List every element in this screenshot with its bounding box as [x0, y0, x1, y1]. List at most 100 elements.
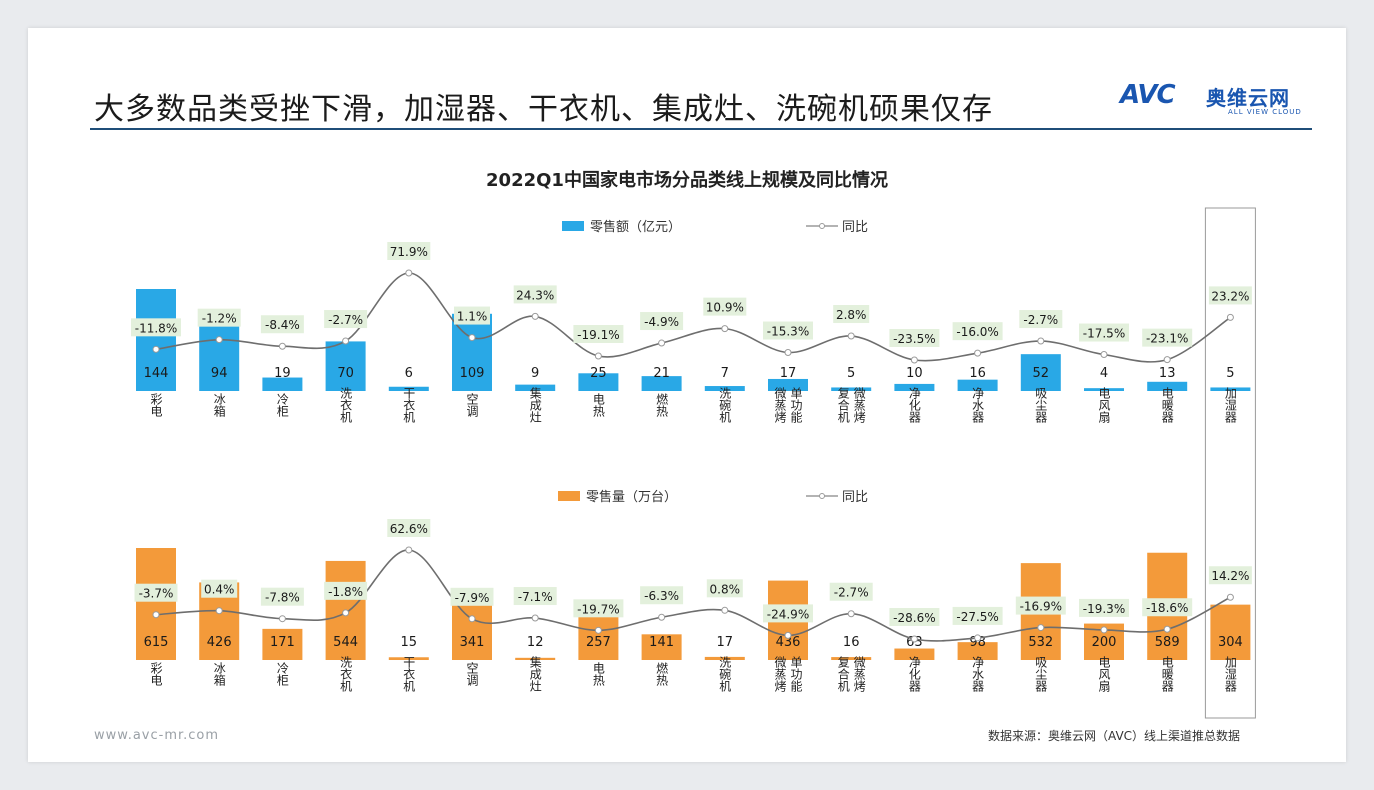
avc-logo: AVC 奥维云网 ALL VIEW CLOUD: [1120, 80, 1320, 120]
category-label: 吸尘器: [1034, 656, 1048, 693]
logo-cn-text: 奥维云网: [1206, 86, 1290, 110]
yoy-label: 62.6%: [390, 522, 428, 536]
bar-value-label: 341: [460, 635, 485, 650]
bar-value-label: 21: [653, 366, 670, 381]
yoy-label-bg: [763, 604, 813, 623]
yoy-label: 24.3%: [516, 288, 554, 302]
yoy-label-bg: [889, 329, 940, 347]
yoy-point: [594, 626, 602, 634]
yoy-label: -27.5%: [956, 610, 998, 624]
category-label: 电风扇: [1097, 656, 1111, 693]
category-label: 电暖器: [1160, 656, 1174, 693]
category-label: 单功能: [789, 656, 803, 692]
yoy-label: 10.9%: [706, 301, 744, 315]
bar-value-label: 52: [1033, 366, 1050, 381]
yoy-label-bg: [640, 312, 684, 331]
bar-value-label: 141: [649, 635, 674, 650]
bar: [262, 628, 303, 660]
category-label: 冷柜: [275, 393, 289, 417]
category-label: 吸尘器: [1034, 387, 1048, 424]
bar-value-label: 5: [1226, 366, 1234, 381]
yoy-label: -6.3%: [644, 589, 679, 603]
bar-value-label: 16: [843, 635, 860, 650]
yoy-line: [155, 272, 1231, 363]
yoy-label-bg: [1142, 328, 1193, 347]
chart-title: 2022Q1中国家电市场分品类线上规模及同比情况: [486, 170, 888, 191]
category-label: 复合机: [836, 387, 850, 423]
yoy-point: [910, 356, 918, 364]
yoy-label: -3.7%: [139, 587, 174, 601]
yoy-label-bg: [889, 608, 940, 626]
yoy-label-bg: [260, 587, 304, 606]
yoy-label-bg: [1142, 598, 1193, 617]
yoy-label-bg: [573, 599, 624, 618]
yoy-point: [278, 342, 286, 350]
yoy-label-bg: [450, 587, 494, 606]
bar: [325, 341, 366, 391]
yoy-label-bg: [1079, 323, 1129, 342]
yoy-point: [658, 613, 666, 621]
yoy-label: -4.9%: [644, 315, 679, 329]
yoy-label: -19.7%: [577, 602, 619, 616]
yoy-point: [468, 615, 476, 623]
category-label: 净水器: [971, 387, 985, 424]
yoy-point: [405, 269, 413, 277]
category-label: 净化器: [907, 387, 921, 424]
yoy-label: -2.7%: [1023, 313, 1058, 327]
yoy-point: [910, 635, 918, 643]
logo-main-text: AVC: [1120, 80, 1176, 110]
category-label: 冰箱: [212, 662, 226, 686]
bar: [641, 634, 682, 660]
bar: [704, 656, 745, 660]
yoy-label: -7.1%: [518, 590, 553, 604]
bar: [894, 383, 935, 391]
yoy-label-bg: [703, 297, 747, 316]
yoy-point: [658, 339, 666, 347]
bar-value-label: 19: [274, 366, 291, 381]
bar-value-label: 436: [776, 635, 801, 650]
yoy-label-bg: [513, 587, 557, 606]
yoy-label: -2.7%: [328, 313, 363, 327]
bar-value-label: 9: [531, 366, 539, 381]
yoy-label-bg: [1208, 286, 1252, 305]
yoy-label: 14.2%: [1211, 569, 1249, 583]
yoy-point: [594, 352, 602, 360]
bar: [894, 648, 935, 660]
bar-value-label: 17: [780, 366, 797, 381]
bar-value-label: 144: [144, 366, 169, 381]
category-label: 洗碗机: [718, 387, 732, 423]
yoy-label-bg: [387, 519, 431, 537]
category-label: 微蒸烤: [852, 656, 866, 693]
bar-value-label: 17: [717, 635, 734, 650]
category-label: 冷柜: [275, 662, 289, 686]
category-label: 复合机: [836, 656, 850, 692]
yoy-label: 71.9%: [390, 245, 428, 259]
website-url: www.avc-mr.com: [94, 728, 220, 743]
bar: [1210, 387, 1251, 391]
yoy-label: 0.8%: [710, 582, 741, 596]
yoy-label-bg: [833, 305, 870, 324]
category-label: 加湿器: [1223, 656, 1237, 693]
yoy-label-bg: [640, 586, 684, 605]
yoy-label: 23.2%: [1211, 289, 1249, 303]
bar: [388, 386, 429, 391]
bar: [452, 597, 492, 660]
yoy-point: [342, 609, 350, 617]
yoy-label-bg: [324, 310, 368, 329]
slide-background: [28, 28, 1346, 762]
yoy-point: [784, 631, 792, 639]
bar-value-label: 7: [721, 366, 729, 381]
category-label: 电热: [591, 662, 605, 687]
yoy-label: -2.7%: [834, 586, 869, 600]
legend-label-line: 同比: [842, 220, 868, 235]
category-label: 单功能: [789, 387, 803, 423]
bar: [641, 376, 682, 391]
bar: [1210, 604, 1251, 660]
yoy-label: -16.9%: [1020, 600, 1062, 614]
yoy-label-bg: [829, 582, 873, 601]
yoy-point: [1100, 351, 1108, 359]
bar-value-label: 109: [460, 366, 485, 381]
yoy-label: -17.5%: [1083, 327, 1125, 341]
yoy-label: -8.4%: [265, 318, 300, 332]
